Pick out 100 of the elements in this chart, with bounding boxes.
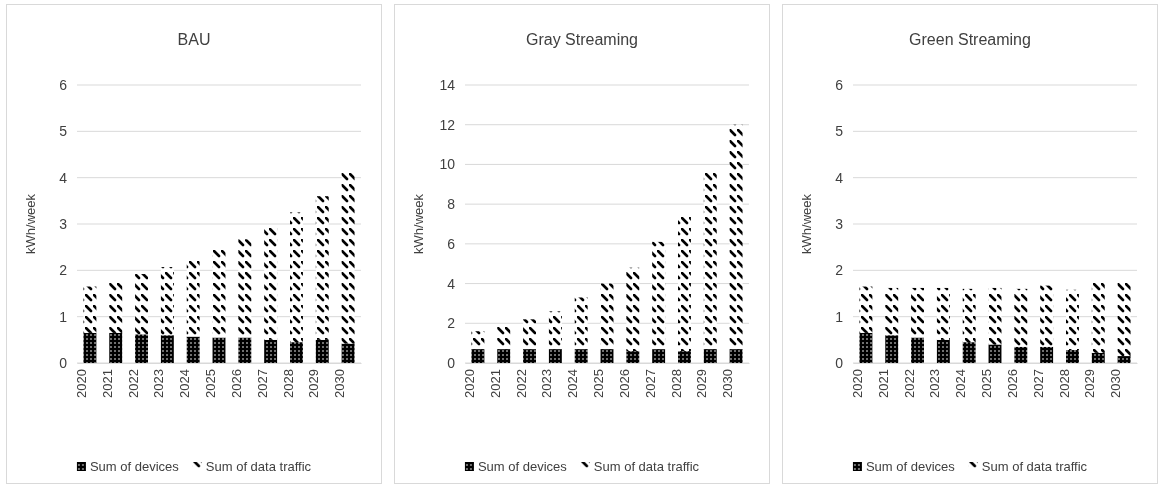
bar: [186, 259, 200, 337]
bar: [290, 342, 303, 363]
x-tick-label: 2024: [177, 369, 193, 398]
y-tick-label: 4: [835, 169, 844, 186]
x-tick-label: 2027: [254, 369, 270, 398]
y-tick-label: 6: [59, 76, 68, 93]
bar: [626, 267, 640, 352]
bar: [548, 311, 562, 350]
x-tick-label: 2020: [74, 369, 90, 398]
bar: [936, 287, 950, 340]
y-tick-label: 1: [59, 308, 68, 325]
bar: [160, 267, 174, 336]
y-tick-label: 12: [439, 116, 456, 133]
bar: [471, 349, 485, 363]
y-tick-label: 6: [835, 76, 844, 93]
bar: [1014, 288, 1028, 347]
x-tick-label: 2027: [1030, 369, 1046, 398]
y-tick-label: 2: [59, 262, 68, 279]
y-tick-label: 6: [447, 235, 456, 252]
bar: [109, 332, 123, 363]
bar: [186, 336, 200, 363]
bar: [600, 349, 614, 363]
bar: [290, 212, 303, 343]
bar: [160, 335, 174, 363]
bar: [600, 283, 614, 350]
chart-title: Gray Streaming: [525, 31, 639, 48]
x-tick-label: 2025: [591, 369, 607, 398]
bar: [83, 286, 97, 333]
bar: [988, 344, 1002, 363]
y-axis-title: kWh/week: [799, 193, 814, 254]
x-tick-label: 2023: [151, 369, 167, 398]
bar: [988, 287, 1002, 345]
y-tick-label: 0: [835, 354, 844, 371]
bar: [523, 349, 536, 363]
x-tick-label: 2025: [979, 369, 995, 398]
x-tick-label: 2021: [875, 369, 891, 398]
legend-label: Sum of data traffic: [981, 459, 1088, 474]
y-tick-label: 2: [447, 315, 456, 332]
bar: [497, 349, 511, 363]
chart-title: BAU: [177, 31, 211, 48]
bar: [936, 339, 950, 363]
bar: [212, 337, 226, 363]
bar: [574, 349, 588, 363]
bar: [652, 349, 666, 363]
y-tick-label: 8: [447, 196, 456, 213]
y-tick-label: 4: [59, 169, 68, 186]
x-tick-label: 2029: [1082, 369, 1098, 398]
x-tick-label: 2023: [927, 369, 943, 398]
legend-label: Sum of data traffic: [205, 459, 312, 474]
x-tick-label: 2027: [642, 369, 658, 398]
bar: [315, 339, 329, 363]
x-tick-label: 2021: [487, 369, 503, 398]
x-tick-label: 2028: [1056, 369, 1072, 398]
bar: [962, 288, 976, 343]
x-tick-label: 2030: [720, 369, 736, 398]
bar: [859, 332, 873, 363]
bar: [1014, 346, 1028, 363]
bar: [703, 349, 717, 363]
bar: [471, 331, 485, 350]
y-tick-label: 14: [439, 76, 456, 93]
x-tick-label: 2030: [1108, 369, 1124, 398]
y-tick-label: 2: [835, 262, 844, 279]
x-tick-label: 2030: [332, 369, 348, 398]
bar: [1117, 356, 1131, 363]
x-tick-label: 2024: [565, 369, 581, 398]
bar: [341, 343, 355, 363]
x-tick-label: 2026: [1004, 369, 1020, 398]
x-tick-label: 2021: [99, 369, 115, 398]
x-tick-label: 2022: [901, 369, 917, 398]
bar: [729, 349, 743, 363]
bar: [264, 339, 278, 363]
bar: [885, 335, 899, 363]
bar: [238, 337, 252, 363]
bar: [859, 286, 873, 333]
y-tick-label: 3: [59, 215, 68, 232]
x-tick-label: 2029: [306, 369, 322, 398]
bar: [1091, 281, 1105, 353]
x-tick-label: 2025: [203, 369, 219, 398]
bar: [212, 249, 226, 338]
y-tick-label: 1: [835, 308, 844, 325]
bar: [548, 349, 562, 363]
bar: [1066, 350, 1079, 363]
legend-label: Sum of data traffic: [593, 459, 700, 474]
bar: [885, 287, 899, 336]
bar: [341, 173, 355, 344]
bar: [911, 337, 924, 363]
bar: [1117, 280, 1131, 357]
bar: [1066, 289, 1079, 351]
bar: [135, 334, 148, 363]
x-tick-label: 2020: [462, 369, 478, 398]
x-tick-label: 2026: [228, 369, 244, 398]
bar: [626, 351, 640, 363]
bar: [1040, 346, 1054, 363]
bar: [962, 342, 976, 363]
legend-label: Sum of devices: [89, 459, 180, 474]
x-tick-label: 2028: [280, 369, 296, 398]
y-axis-title: kWh/week: [411, 193, 426, 254]
x-tick-label: 2020: [850, 369, 866, 398]
y-tick-label: 10: [439, 156, 456, 173]
x-tick-label: 2028: [668, 369, 684, 398]
